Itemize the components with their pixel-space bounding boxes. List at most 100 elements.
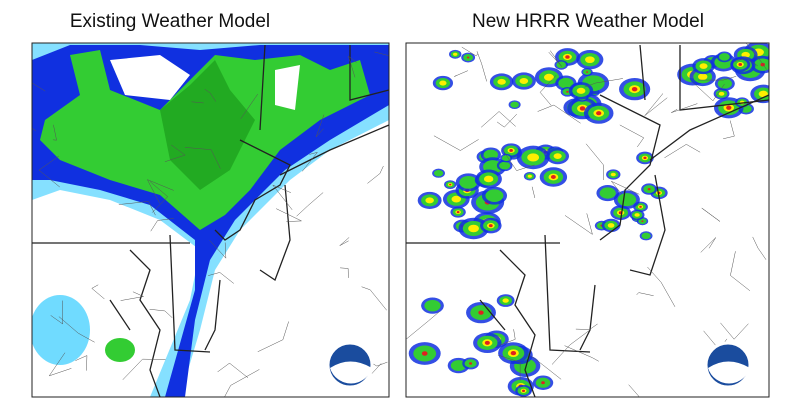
- county-line: [184, 147, 221, 169]
- cell-red: [641, 220, 644, 222]
- cell-yellow: [451, 195, 462, 203]
- county-line: [664, 144, 701, 159]
- cell-green: [459, 176, 478, 189]
- coastline: [579, 94, 769, 351]
- county-line: [530, 355, 562, 380]
- cell-yellow: [527, 174, 532, 178]
- county-line: [585, 143, 605, 180]
- county-line: [276, 208, 302, 222]
- cell-red: [565, 55, 570, 59]
- county-line: [531, 186, 536, 199]
- hrrr-model-map: [406, 43, 769, 397]
- county-line: [315, 114, 325, 138]
- county-line: [734, 57, 758, 67]
- county-line: [272, 184, 293, 210]
- county-line: [575, 323, 598, 330]
- county-line: [501, 148, 535, 171]
- cell-red: [596, 111, 602, 116]
- cell-yellow: [576, 87, 586, 94]
- county-line: [224, 369, 260, 397]
- county-line: [240, 93, 258, 120]
- county-line: [628, 384, 640, 397]
- county-line: [58, 316, 95, 343]
- cell-red: [647, 187, 651, 191]
- county-line: [340, 267, 349, 278]
- county-line: [752, 236, 767, 260]
- county-line: [32, 82, 46, 92]
- county-line: [406, 311, 440, 340]
- cell-red: [639, 205, 642, 208]
- cell-red: [522, 389, 525, 393]
- precip-green: [105, 338, 135, 362]
- panel-title: Existing Weather Model: [70, 11, 270, 32]
- state-border: [639, 44, 769, 111]
- county-line: [497, 354, 521, 381]
- county-line: [496, 329, 516, 347]
- cell-red: [643, 156, 647, 160]
- cell-yellow: [634, 213, 640, 217]
- county-line: [476, 51, 487, 82]
- cell-red: [456, 211, 460, 214]
- county-line: [38, 155, 60, 188]
- cell-red: [586, 71, 589, 73]
- county-lines: [32, 51, 389, 397]
- cell-red: [541, 381, 545, 385]
- county-line: [302, 151, 319, 172]
- cell-green: [599, 187, 616, 199]
- county-line: [564, 213, 593, 236]
- cell-yellow: [543, 73, 554, 81]
- cell-red: [478, 310, 484, 315]
- storm-cells: [408, 43, 769, 397]
- county-line: [548, 50, 562, 67]
- county-line: [296, 192, 324, 217]
- county-line: [692, 82, 725, 102]
- cell-red: [510, 350, 517, 356]
- county-line: [720, 322, 749, 340]
- county-line: [374, 51, 389, 56]
- cell-yellow: [758, 90, 768, 98]
- county-line: [120, 291, 145, 301]
- cell-green: [433, 169, 444, 177]
- state-border: [599, 94, 661, 241]
- cell-green: [499, 161, 511, 170]
- cell-green: [717, 78, 732, 89]
- county-line: [539, 75, 557, 106]
- cell-red: [726, 105, 732, 110]
- cell-yellow: [527, 153, 540, 162]
- county-line: [164, 144, 186, 162]
- cell-yellow: [425, 197, 434, 204]
- cell-yellow: [483, 175, 494, 183]
- cell-red: [466, 56, 470, 59]
- county-line: [647, 266, 676, 307]
- dry-area: [275, 65, 300, 110]
- cell-yellow: [741, 51, 750, 58]
- county-line: [118, 201, 156, 216]
- precip-green-dark: [160, 60, 255, 190]
- state-border: [169, 234, 211, 353]
- county-line: [149, 181, 169, 213]
- county-line: [150, 218, 174, 232]
- dry-area: [110, 55, 190, 100]
- cell-green: [485, 189, 504, 202]
- county-line: [564, 345, 599, 362]
- county-line: [619, 124, 645, 148]
- cell-green: [483, 149, 499, 160]
- cell-green: [424, 299, 441, 312]
- county-line: [32, 368, 33, 369]
- cell-yellow: [439, 80, 447, 86]
- county-line: [217, 362, 249, 378]
- cell-yellow: [468, 224, 479, 233]
- cell-green: [641, 232, 651, 240]
- county-line: [611, 181, 640, 195]
- county-line: [52, 124, 57, 141]
- state-border: [259, 44, 389, 131]
- county-line: [551, 330, 590, 365]
- cell-red: [421, 351, 428, 356]
- cell-yellow: [453, 52, 458, 56]
- cell-green: [558, 77, 574, 89]
- cell-red: [550, 175, 556, 179]
- map-frame: [31, 42, 390, 398]
- county-lines: [406, 43, 767, 397]
- cell-green: [510, 101, 519, 108]
- cell-yellow: [698, 73, 708, 81]
